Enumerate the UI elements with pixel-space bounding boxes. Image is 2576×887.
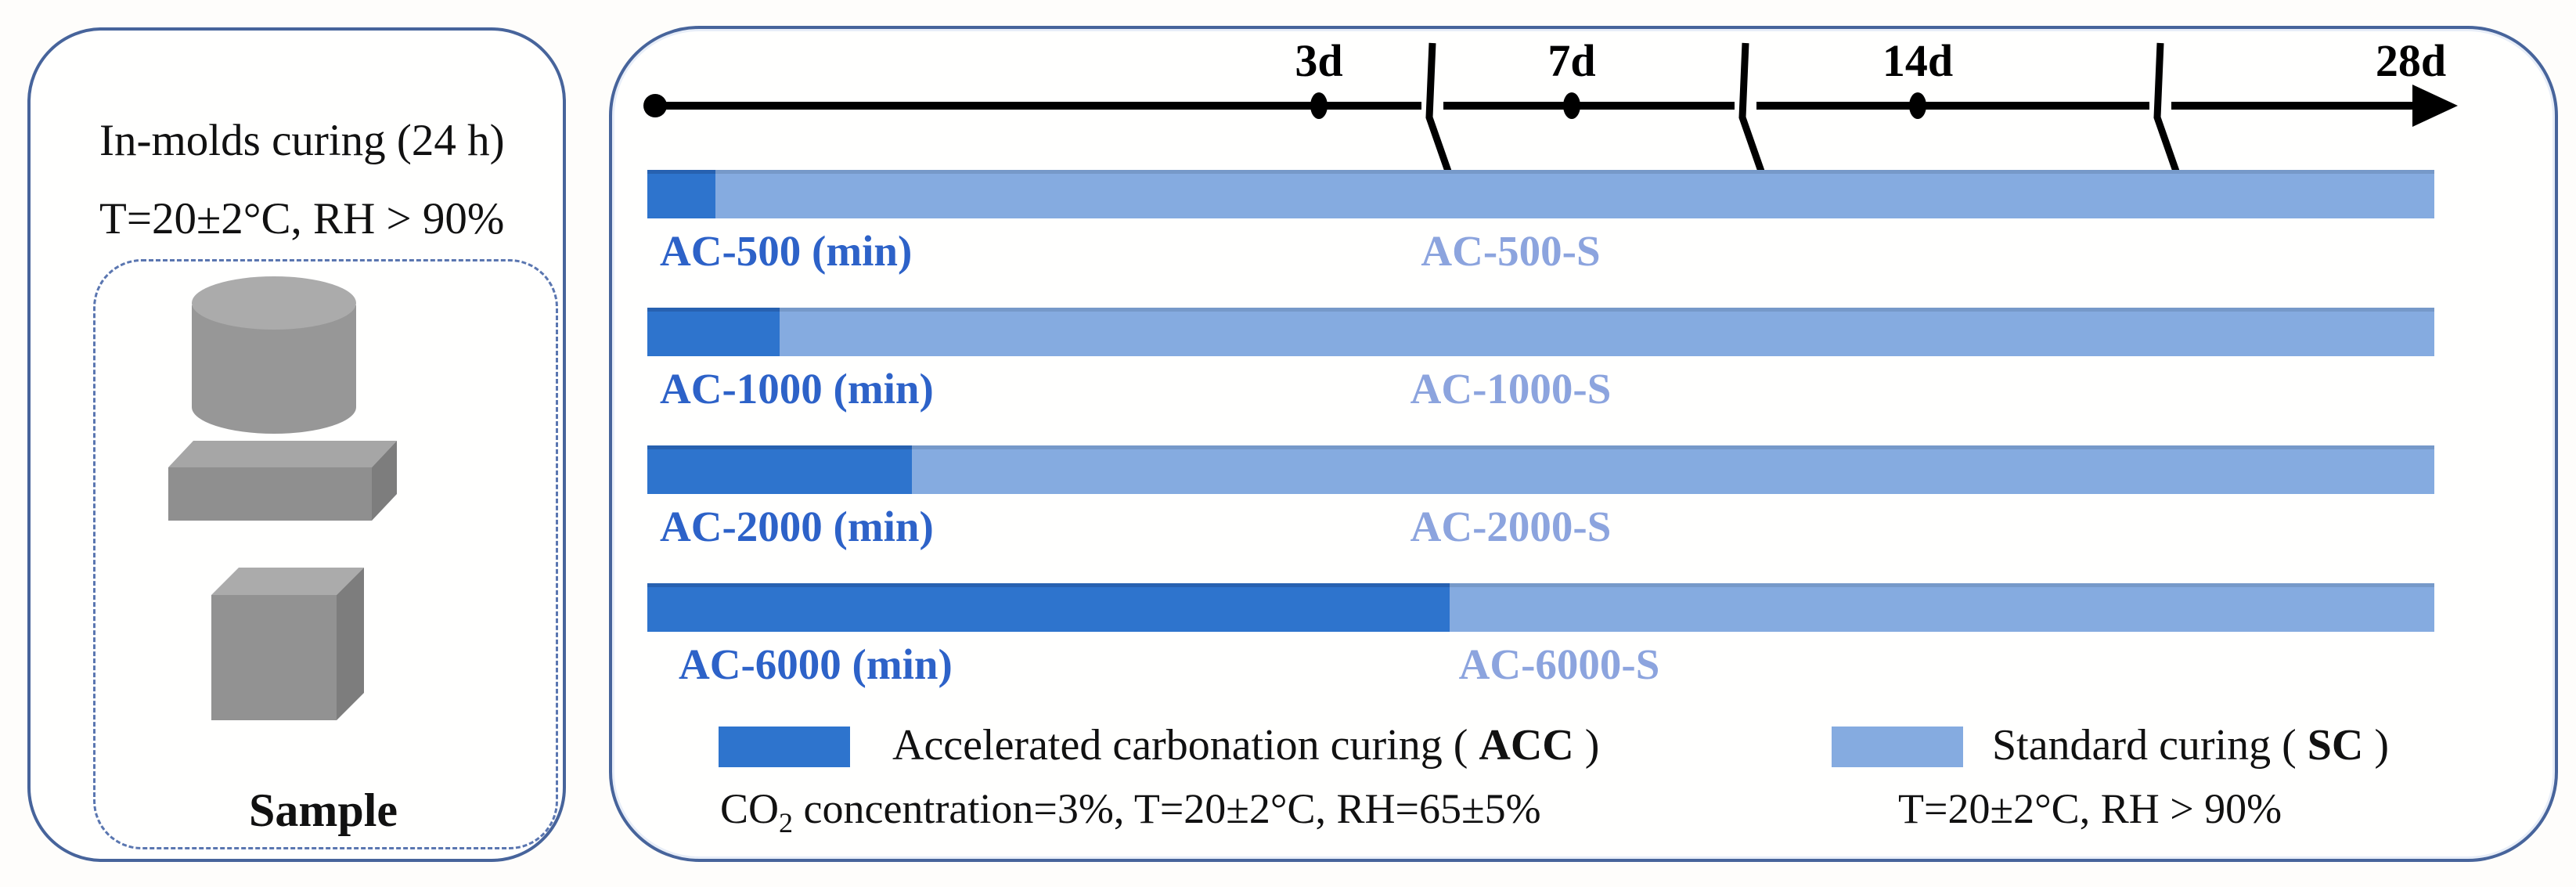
sc-legend-conditions: T=20±2°C, RH > 90% xyxy=(1898,785,2282,832)
acc-legend-swatch xyxy=(719,727,850,767)
sc-legend-close: ) xyxy=(2363,721,2390,770)
acc-bar-segment xyxy=(647,583,1450,632)
acc-bar-segment xyxy=(647,445,912,494)
co2-subscript: 2 xyxy=(779,806,794,838)
curing-bar-row: AC-500 (min) AC-500-S xyxy=(647,170,2434,275)
sc-bar-segment xyxy=(647,445,2434,494)
acc-legend-text: Accelerated carbonation curing ( xyxy=(892,721,1479,770)
in-molds-conditions: T=20±2°C, RH > 90% xyxy=(99,194,505,243)
co2-text: CO xyxy=(720,785,780,832)
sc-legend-label: Standard curing ( SC ) xyxy=(1992,720,2389,770)
timeline-tick-dot xyxy=(1909,92,1926,119)
sc-row-label: AC-1000-S xyxy=(1410,365,1612,413)
acc-legend-abbr: ACC xyxy=(1479,721,1574,770)
timeline-tick-label: 28d xyxy=(2376,35,2446,86)
sc-bar-segment xyxy=(647,308,2434,356)
timeline-arrowhead xyxy=(2412,85,2458,127)
acc-bar-segment xyxy=(647,170,715,218)
sc-bar-segment xyxy=(647,170,2434,218)
acc-row-label: AC-500 (min) xyxy=(660,227,913,275)
axis-break-icon xyxy=(1738,42,1768,182)
acc-legend-close: ) xyxy=(1573,721,1600,770)
acc-row-label: AC-6000 (min) xyxy=(679,640,953,688)
timeline-tick-label: 7d xyxy=(1547,35,1595,86)
timeline-axis: 3d 7d 14d 28d xyxy=(643,35,2458,182)
acc-row-label: AC-2000 (min) xyxy=(660,503,934,550)
sample-dashed-box xyxy=(93,259,558,849)
sc-legend-text: Standard curing ( xyxy=(1992,721,2308,770)
curing-bar-row: AC-6000 (min) AC-6000-S xyxy=(647,583,2434,688)
cylinder-icon xyxy=(192,276,356,434)
axis-break-icon xyxy=(1425,42,1455,182)
in-molds-curing-panel: In-molds curing (24 h) T=20±2°C, RH > 90… xyxy=(27,27,566,862)
timeline-tick-label: 14d xyxy=(1882,35,1953,86)
sc-row-label: AC-6000-S xyxy=(1458,640,1660,688)
timeline-tick-dot xyxy=(1563,92,1580,119)
timeline-start-dot xyxy=(643,94,667,117)
in-molds-curing-title: In-molds curing (24 h) xyxy=(99,116,505,165)
cube-icon xyxy=(211,568,364,720)
curing-bar-row: AC-1000 (min) AC-1000-S xyxy=(647,308,2434,413)
curing-timeline-panel xyxy=(609,26,2558,862)
sc-bar-segment xyxy=(647,583,2434,632)
acc-bar-segment xyxy=(647,308,780,356)
sample-label: Sample xyxy=(248,784,398,836)
acc-legend-conditions: CO2 concentration=3%, T=20±2°C, RH=65±5% xyxy=(720,784,1541,839)
axis-break-icon xyxy=(2153,42,2183,182)
sc-row-label: AC-500-S xyxy=(1421,227,1601,275)
acc-conditions-text: concentration=3%, T=20±2°C, RH=65±5% xyxy=(793,785,1541,832)
acc-legend-label: Accelerated carbonation curing ( ACC ) xyxy=(892,720,1599,770)
acc-row-label: AC-1000 (min) xyxy=(660,365,934,413)
sc-row-label: AC-2000-S xyxy=(1410,503,1612,550)
timeline-tick-dot xyxy=(1310,92,1328,119)
sc-legend-swatch xyxy=(1832,727,1963,767)
sc-legend-abbr: SC xyxy=(2307,721,2364,770)
curing-bar-row: AC-2000 (min) AC-2000-S xyxy=(647,445,2434,550)
timeline-tick-label: 3d xyxy=(1295,35,1342,86)
sample-shapes xyxy=(168,276,397,720)
slab-icon xyxy=(168,441,397,521)
